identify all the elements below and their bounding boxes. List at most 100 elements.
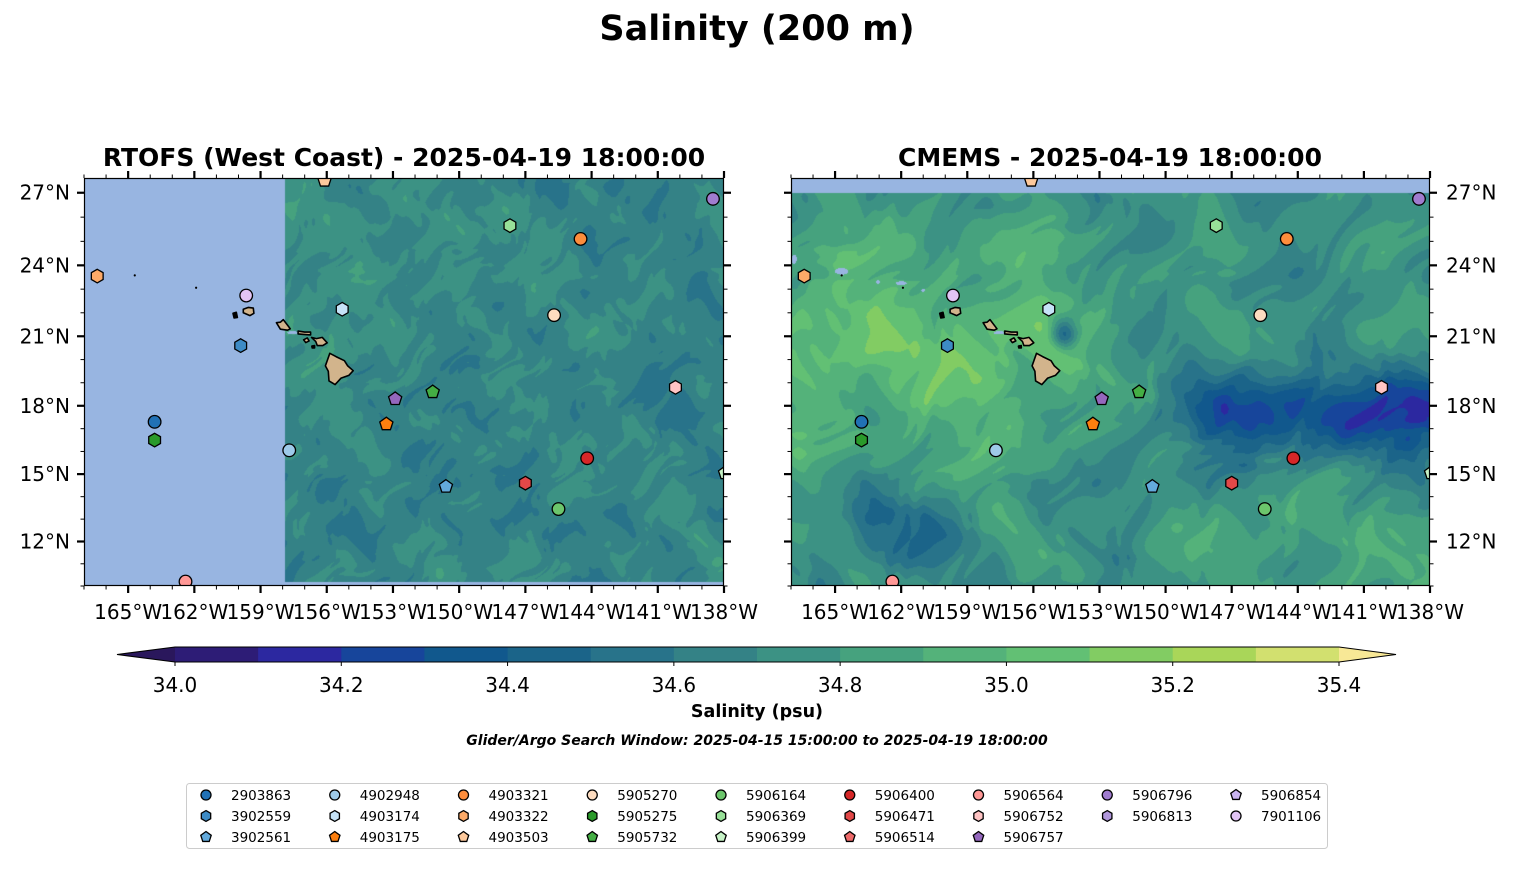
legend-item: 2903863 [200,788,291,804]
marker-4902948 [282,443,297,458]
legend-marker-5906813 [1101,809,1113,823]
legend-item: 3902561 [200,830,291,846]
legend-marker-3902561 [200,830,212,843]
marker-7901106 [946,288,960,303]
legend-marker-5906400 [844,789,856,801]
x-tick-label: 147°W [1198,600,1266,624]
x-tick-label: 144°W [1264,600,1332,624]
island-maui [310,336,328,347]
islet [901,286,905,289]
islet [133,274,136,277]
legend-marker-5906399 [715,830,727,843]
marker-5906400 [1286,451,1301,466]
legend-marker-5906854 [1230,788,1242,801]
legend-label: 5906369 [746,809,806,825]
marker-3902561 [438,478,454,493]
legend-item: 5905732 [586,830,677,846]
legend-marker-4903322 [458,809,469,823]
legend-item: 5906752 [973,809,1064,825]
marker-5906471 [518,475,532,491]
legend-marker-5906564 [972,789,985,801]
y-tick-label: 15°N [1446,462,1496,486]
marker-5905732 [1131,384,1147,399]
marker-5906164 [551,502,566,516]
legend-marker-5906369 [715,809,727,823]
legend-marker-5906471 [844,809,856,823]
island-niihau [938,311,945,319]
legend-item: 4903174 [329,809,420,825]
y-tick-label: 27°N [20,181,70,205]
legend-item: 4902948 [329,788,420,804]
colorbar-label: Salinity (psu) [690,702,824,722]
marker-5906471 [1225,475,1239,491]
marker-5906399 [717,466,724,480]
island-kauai [242,306,255,317]
island-kauai [949,306,962,317]
legend-marker-4903321 [457,789,470,801]
marker-5906752 [1374,379,1389,395]
x-tick-label: 141°W [1330,600,1398,624]
legend-label: 5905275 [617,809,677,825]
legend-marker-5905275 [586,809,598,823]
legend-item: 5905270 [586,788,677,804]
marker-4903174 [335,301,349,317]
legend-marker-7901106 [1230,810,1242,822]
island-molokai [297,330,312,336]
y-tick-label: 27°N [1446,181,1496,205]
colorbar-bin [840,647,924,662]
axis-ticks [784,171,1437,593]
legend-marker-5906796 [1101,789,1113,801]
colorbar-bin [1006,647,1091,662]
marker-4903321 [1279,231,1294,246]
marker-5906399 [1423,466,1430,480]
marker-5906796 [706,191,720,206]
axis-ticks [77,171,731,593]
y-tick-label: 18°N [20,394,70,418]
marker-7901106 [239,288,254,303]
colorbar-tick-label: 35.0 [984,673,1029,697]
marker-4903175 [378,416,394,431]
legend-marker-5905270 [586,789,598,801]
x-tick-label: 159°W [227,600,295,624]
marker-4903174 [1042,301,1056,317]
legend-marker-5906757 [972,830,985,843]
legend-item: 5906757 [972,830,1064,846]
legend-item: 5906564 [972,788,1064,804]
x-tick-label: 141°W [624,600,692,624]
x-tick-label: 153°W [359,600,427,624]
map-panel-cmems: 165°W162°W159°W156°W153°W150°W147°W144°W… [784,171,1496,624]
legend-label: 4903322 [489,809,549,825]
x-tick-label: 138°W [690,600,758,624]
marker-5906752 [668,379,682,395]
colorbar-bin [258,647,342,662]
island-lanai [302,337,310,344]
map-frame [83,177,725,587]
x-tick-label: 150°W [425,600,493,624]
x-tick-label: 153°W [1066,600,1134,624]
legend-marker-5905732 [586,830,599,843]
colorbar-bin [175,647,259,662]
legend-label: 5906796 [1132,788,1192,804]
x-tick-label: 156°W [999,600,1067,624]
marker-5906400 [580,451,595,466]
legend-item: 4903321 [457,788,549,804]
legend-marker-3902559 [200,809,212,823]
island-lanai [1009,337,1017,344]
legend-marker-4903174 [329,809,341,823]
marker-2903863 [147,414,162,429]
y-tick-label: 12°N [1446,530,1496,554]
figure-title: Salinity (200 m) [599,9,915,49]
marker-4903175 [1085,416,1101,431]
colorbar-tick-label: 35.2 [1150,673,1195,697]
marker-5905732 [425,384,441,399]
marker-5906564 [885,574,900,586]
islet [840,274,843,277]
marker-4903503 [1023,178,1039,187]
legend-item: 4903503 [457,830,549,846]
salinity-field-rtofs [84,178,724,586]
float-markers [797,178,1430,586]
x-tick-label: 165°W [94,600,162,624]
marker-5906369 [1209,218,1223,234]
